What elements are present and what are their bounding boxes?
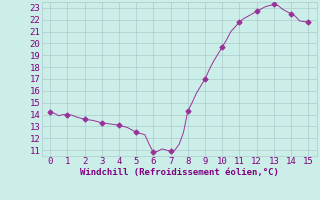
X-axis label: Windchill (Refroidissement éolien,°C): Windchill (Refroidissement éolien,°C) — [80, 168, 279, 177]
